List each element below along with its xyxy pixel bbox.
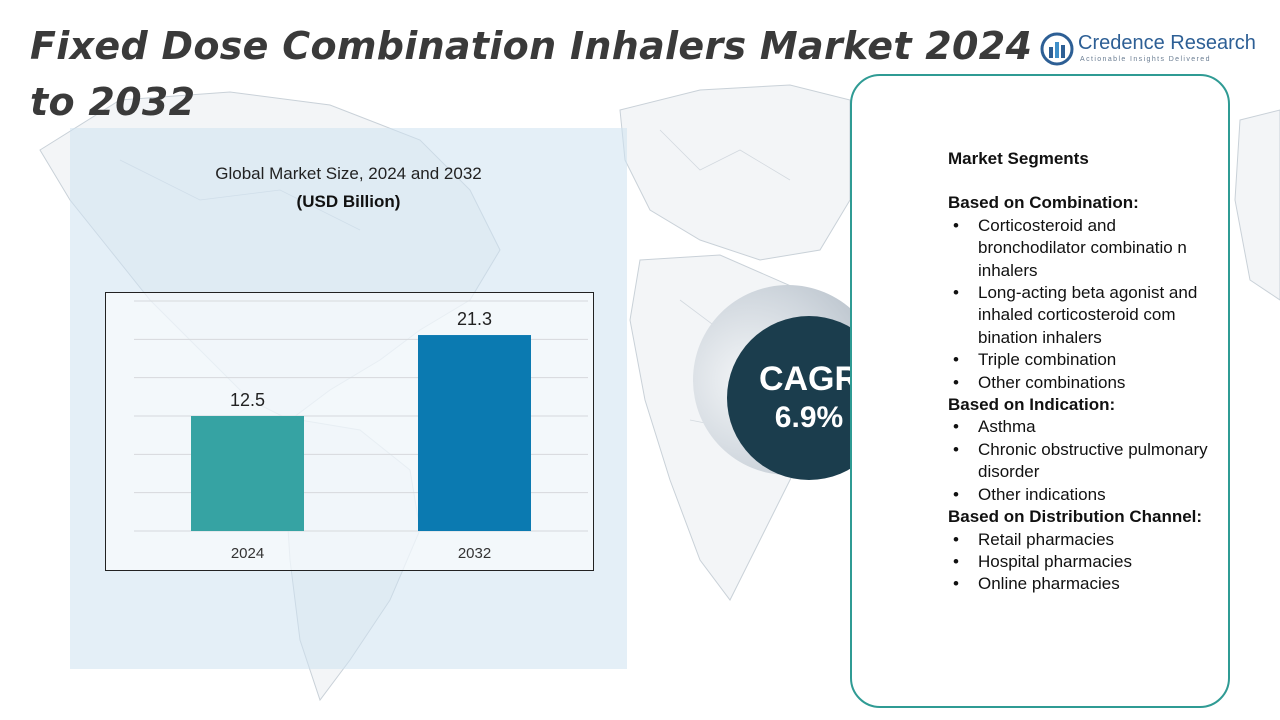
data-label-2024: 12.5	[230, 390, 265, 410]
segment-item: Other combinations	[948, 372, 1228, 395]
bar-2024	[191, 416, 304, 531]
page-title: Fixed Dose Combination Inhalers Market 2…	[30, 24, 1033, 124]
segments-heading: Market Segments	[948, 149, 1089, 168]
cagr-label: CAGR	[758, 360, 860, 398]
credence-logo-icon	[1040, 32, 1074, 66]
segments-content: Market Segments Based on Combination: Co…	[948, 148, 1228, 596]
segment-item: Chronic obstructive pulmonary disorder	[948, 439, 1228, 484]
segment-list: Retail pharmacies Hospital pharmacies On…	[948, 529, 1228, 597]
segment-group-title: Based on Indication:	[948, 395, 1116, 415]
chart-unit: (USD Billion)	[296, 192, 401, 211]
logo-name: Credence Research	[1078, 32, 1256, 54]
data-label-2032: 21.3	[457, 309, 492, 329]
chart-frame: 12.5 2024 21.3 2032	[105, 292, 594, 571]
chart-title: Global Market Size, 2024 and 2032	[215, 164, 482, 183]
segment-item: Retail pharmacies	[948, 529, 1228, 552]
segment-item: Long-acting beta agonist and inhaled cor…	[948, 282, 1228, 349]
segment-list: Corticosteroid and bronchodilator combin…	[948, 215, 1228, 395]
bar-2032	[418, 335, 531, 531]
segment-item: Corticosteroid and bronchodilator combin…	[948, 215, 1228, 282]
cagr-value: 6.9%	[774, 401, 844, 434]
bar-chart: 12.5 2024 21.3 2032	[134, 300, 588, 562]
segment-item: Online pharmacies	[948, 573, 1228, 596]
market-segments-panel: Market Segments Based on Combination: Co…	[850, 74, 1230, 708]
segment-item: Hospital pharmacies	[948, 551, 1228, 574]
segment-group-title: Based on Distribution Channel:	[948, 507, 1203, 527]
segment-item: Asthma	[948, 416, 1228, 439]
segment-list: Asthma Chronic obstructive pulmonary dis…	[948, 416, 1228, 506]
brand-logo: Credence Research Actionable Insights De…	[1040, 30, 1256, 70]
x-tick-label: 2024	[231, 545, 264, 562]
x-tick-label: 2032	[458, 545, 491, 562]
logo-tagline: Actionable Insights Delivered	[1080, 56, 1211, 63]
segment-item: Other indications	[948, 484, 1228, 507]
segment-item: Triple combination	[948, 349, 1228, 372]
segment-group-title: Based on Combination:	[948, 193, 1139, 213]
